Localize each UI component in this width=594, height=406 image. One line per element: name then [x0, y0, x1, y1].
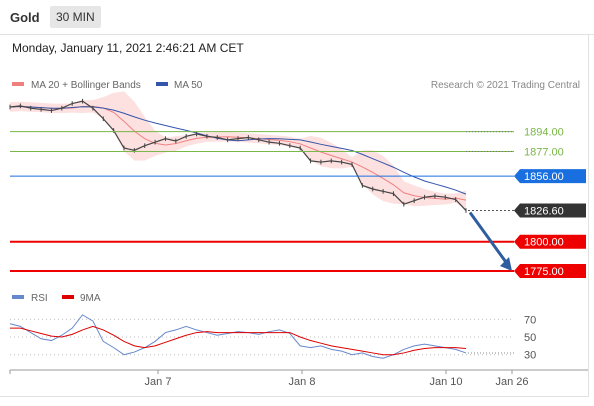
x-tick-label-0: Jan 7 — [145, 376, 172, 388]
ma50-legend-label: MA 50 — [174, 80, 203, 91]
timeframe-button[interactable]: 30 MIN — [50, 6, 101, 28]
rsi-legend-label: RSI — [31, 293, 48, 304]
ma9-legend-swatch — [62, 295, 74, 299]
level-label-1856.00: 1856.00 — [524, 171, 564, 183]
panel-border-bottom — [0, 396, 589, 397]
current-price-label: 1826.60 — [514, 203, 586, 218]
x-tick-label-2: Jan 10 — [429, 376, 462, 388]
ma9-line — [10, 325, 467, 356]
level-tag-1856.00 — [514, 169, 586, 184]
level-tag-1800.00 — [514, 234, 586, 249]
panel-border-right — [588, 34, 589, 396]
timestamp: Monday, January 11, 2021 2:46:21 AM CET — [12, 41, 244, 55]
rsi-legend-swatch — [12, 295, 24, 299]
level-label-1894.00: 1894.00 — [524, 127, 564, 139]
instrument-title: Gold — [10, 10, 40, 25]
ma20-legend-label: MA 20 + Bollinger Bands — [31, 80, 141, 91]
ma50-legend-swatch — [156, 82, 168, 86]
ma20-legend-swatch — [12, 82, 24, 86]
level-label-1877.00: 1877.00 — [524, 147, 564, 159]
ma9-legend-label: 9MA — [80, 293, 101, 304]
bollinger-band — [10, 91, 466, 210]
x-tick-label-1: Jan 8 — [289, 376, 316, 388]
rsi-level-label-50: 50 — [524, 332, 536, 344]
rsi-line — [9, 314, 467, 359]
level-label-1800.00: 1800.00 — [524, 237, 564, 249]
current-price-value: 1826.60 — [524, 206, 564, 218]
projection-arrowhead — [500, 256, 512, 271]
current-price-tag — [514, 203, 586, 218]
projection-arrow — [468, 211, 510, 266]
chart-header: Gold 30 MIN — [0, 0, 594, 34]
x-tick-label-3: Jan 26 — [495, 376, 528, 388]
rsi-level-label-70: 70 — [524, 314, 536, 326]
price-layer: 1894.00 1877.00 1856.00 1826.60 1800.00 1775.… — [9, 91, 586, 278]
level-label-1775.00: 1775.00 — [524, 266, 564, 278]
header-divider — [0, 34, 594, 35]
rsi-level-label-30: 30 — [524, 350, 536, 362]
x-axis: Jan 7 Jan 8 Jan 10 Jan 26 — [9, 370, 529, 388]
credit-text: Research © 2021 Trading Central — [431, 80, 580, 91]
level-tag-1775.00 — [514, 263, 586, 278]
rsi-layer: 70 50 30 — [9, 314, 536, 362]
